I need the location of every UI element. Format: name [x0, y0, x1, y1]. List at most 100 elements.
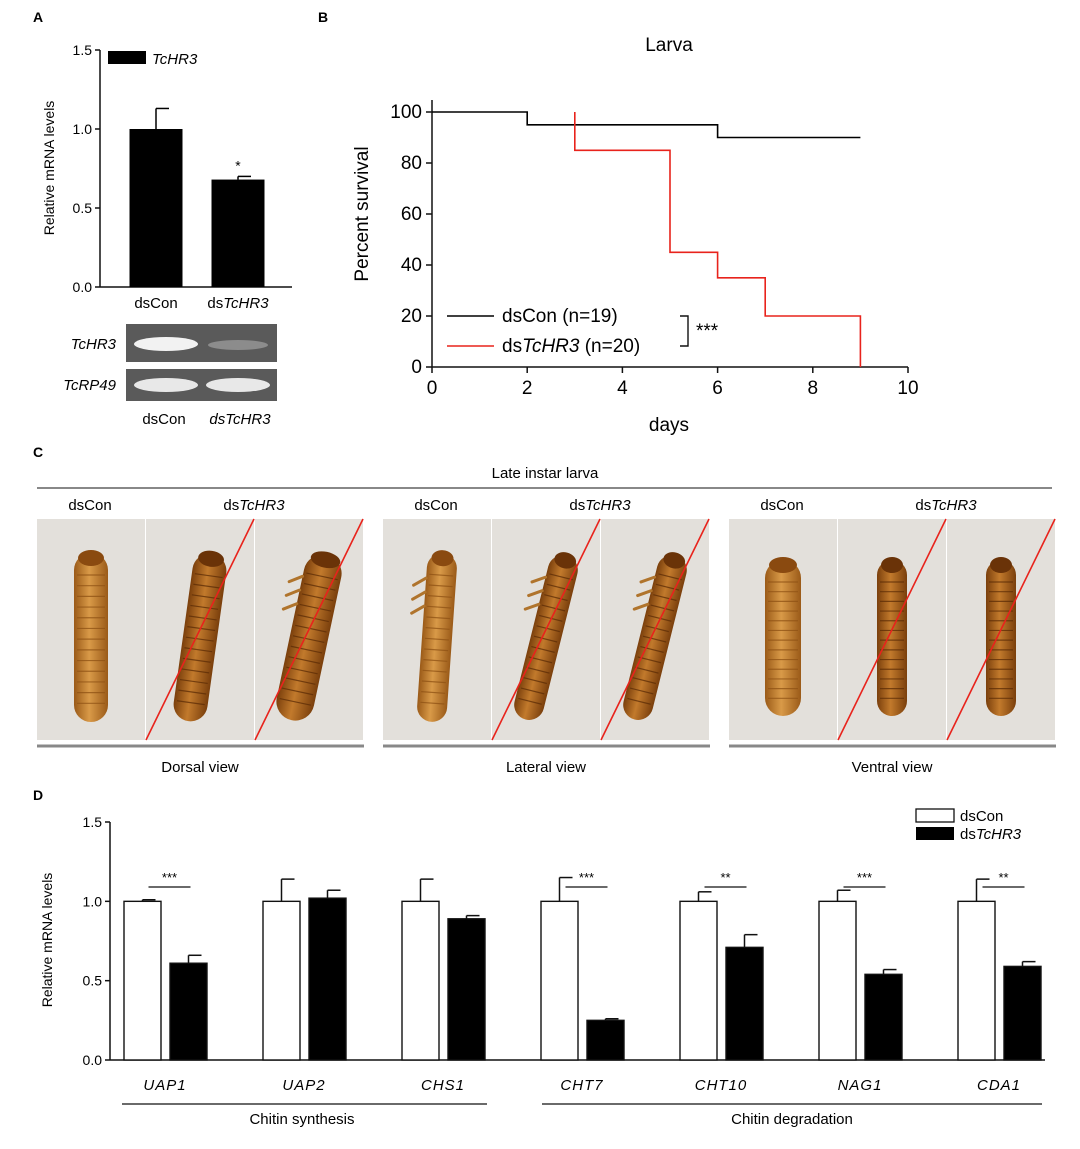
- larva-leg: [527, 589, 544, 598]
- y-tick-label: 1.5: [73, 42, 93, 58]
- larva-segment: [424, 637, 449, 641]
- y-tick-label: 0.0: [73, 279, 93, 295]
- x-tick-label-NAG1: NAG1: [838, 1077, 883, 1094]
- panel-d-ylabel: Relative mRNA levels: [39, 873, 55, 1008]
- y-tick-label: 1.0: [83, 893, 103, 909]
- cross-out-line: [254, 518, 364, 741]
- y-tick-label: 1.0: [73, 121, 93, 137]
- label-dstchr3: dsTcHR3: [223, 497, 285, 514]
- larva-segment: [194, 573, 223, 579]
- bar-dsCon-CHT7: [540, 900, 579, 1061]
- larva-segment: [421, 691, 446, 694]
- bar-dsCon-UAP2: [262, 900, 301, 1061]
- label-dscon: dsCon: [414, 497, 457, 514]
- bar-dsCon: [129, 129, 183, 287]
- bar-dsTcHR3-NAG1: [864, 973, 903, 1061]
- larva-segment: [181, 668, 210, 674]
- view-label: Lateral view: [506, 759, 586, 776]
- x-tick-label: 2: [522, 378, 533, 399]
- larva-segment: [184, 647, 213, 653]
- y-tick-label: 0.5: [73, 200, 93, 216]
- larva-leg: [639, 575, 657, 584]
- larva-body: [877, 560, 907, 716]
- label-dscon: dsCon: [760, 497, 803, 514]
- gel-row-label-tcrp49: TcRP49: [63, 377, 116, 394]
- x-tick-label-CHT7: CHT7: [560, 1077, 603, 1094]
- larva: [173, 550, 227, 722]
- larva: [765, 557, 801, 716]
- panel-label-c: C: [33, 444, 43, 460]
- bar-dsCon-CHT10: [679, 900, 718, 1061]
- bar-dsCon-CHS1: [401, 900, 440, 1061]
- bar-dsCon-UAP1: [123, 900, 162, 1061]
- x-tick-label-UAP1: UAP1: [143, 1077, 186, 1094]
- larva-segment: [427, 595, 452, 598]
- cross-out-line: [946, 518, 1056, 741]
- larva-segment: [426, 616, 451, 620]
- larva-segment: [658, 573, 682, 581]
- larva-segment: [541, 604, 566, 612]
- bar-dsTcHR3-CHT7: [586, 1019, 625, 1061]
- panel-b-legend-label-dscon: dsCon (n=19): [502, 306, 618, 327]
- larva-leg: [636, 589, 653, 598]
- larva-segment: [520, 687, 545, 695]
- larva-head: [431, 550, 454, 567]
- larva-segment: [176, 700, 205, 706]
- panel-b-series: [432, 111, 862, 367]
- significance-mark: ***: [579, 870, 594, 885]
- larva-segment: [627, 697, 651, 705]
- cross-out-line: [600, 518, 710, 741]
- label-dscon: dsCon: [68, 497, 111, 514]
- panel-d-legend-swatch-dscon: [915, 808, 955, 823]
- bar-dsTcHR3-UAP2: [308, 897, 347, 1061]
- significance-mark: **: [720, 870, 730, 885]
- larva-segment: [190, 604, 219, 610]
- bar-dsTcHR3-UAP1: [169, 962, 208, 1061]
- larva: [410, 550, 457, 722]
- x-tick-label-CHS1: CHS1: [421, 1077, 465, 1094]
- panel-d-group-label-degradation: Chitin degradation: [731, 1111, 853, 1128]
- y-tick-label: 0.5: [83, 973, 103, 989]
- gel-panel: TcHR3 TcRP49 dsCon dsTcHR3: [63, 324, 277, 428]
- larva-segment: [635, 666, 659, 674]
- panel-d-ticks: 0.0 0.5 1.0 1.5: [83, 814, 110, 1068]
- panel-a-legend-swatch: [108, 51, 146, 64]
- panel-c-photos: dsCon dsTcHR3 Dorsal view dsCon dsTcHR3 Later…: [37, 497, 1056, 776]
- y-tick-label: 1.5: [83, 814, 103, 830]
- significance-mark: ***: [162, 870, 177, 885]
- larva-segment: [423, 659, 448, 662]
- larva-segment: [281, 687, 314, 696]
- bar-dsCon-CDA1: [957, 900, 996, 1061]
- larva-leg: [410, 604, 426, 615]
- larva-segment: [632, 677, 657, 685]
- x-tick-label: 8: [808, 378, 819, 399]
- larva-leg: [411, 590, 427, 601]
- larva-segment: [429, 573, 454, 577]
- larva-segment: [427, 605, 452, 609]
- panel-d-legend-label-dscon: dsCon: [960, 808, 1003, 825]
- larva-head: [310, 551, 341, 569]
- y-tick-label: 100: [390, 102, 422, 123]
- larva-body: [417, 553, 457, 722]
- larva-leg: [412, 576, 428, 587]
- bar-dsTcHR3-CHS1: [447, 918, 486, 1061]
- panel-label-d: D: [33, 787, 43, 803]
- larva-segment: [523, 677, 548, 685]
- gel-lane-label-dstchr3: dsTcHR3: [209, 411, 271, 428]
- larva-body: [74, 553, 108, 722]
- larva-leg: [632, 602, 650, 611]
- panel-b-title: Larva: [645, 35, 693, 56]
- larva-segment: [420, 701, 445, 705]
- panel-b-ticks: 0 20 40 60 80 100 0 2 4 6 8 10: [390, 102, 918, 399]
- panel-b-ylabel: Percent survival: [352, 146, 373, 281]
- y-tick-label: 40: [401, 255, 422, 276]
- larva: [986, 557, 1016, 716]
- larva-segment: [422, 669, 447, 673]
- panel-d-group-label-synthesis: Chitin synthesis: [249, 1111, 354, 1128]
- panel-a-legend-label: TcHR3: [152, 51, 198, 68]
- larva-segment: [193, 583, 222, 589]
- x-tick-label-CHT10: CHT10: [695, 1077, 748, 1094]
- larva-segment: [640, 645, 664, 653]
- gel-band: [134, 337, 198, 351]
